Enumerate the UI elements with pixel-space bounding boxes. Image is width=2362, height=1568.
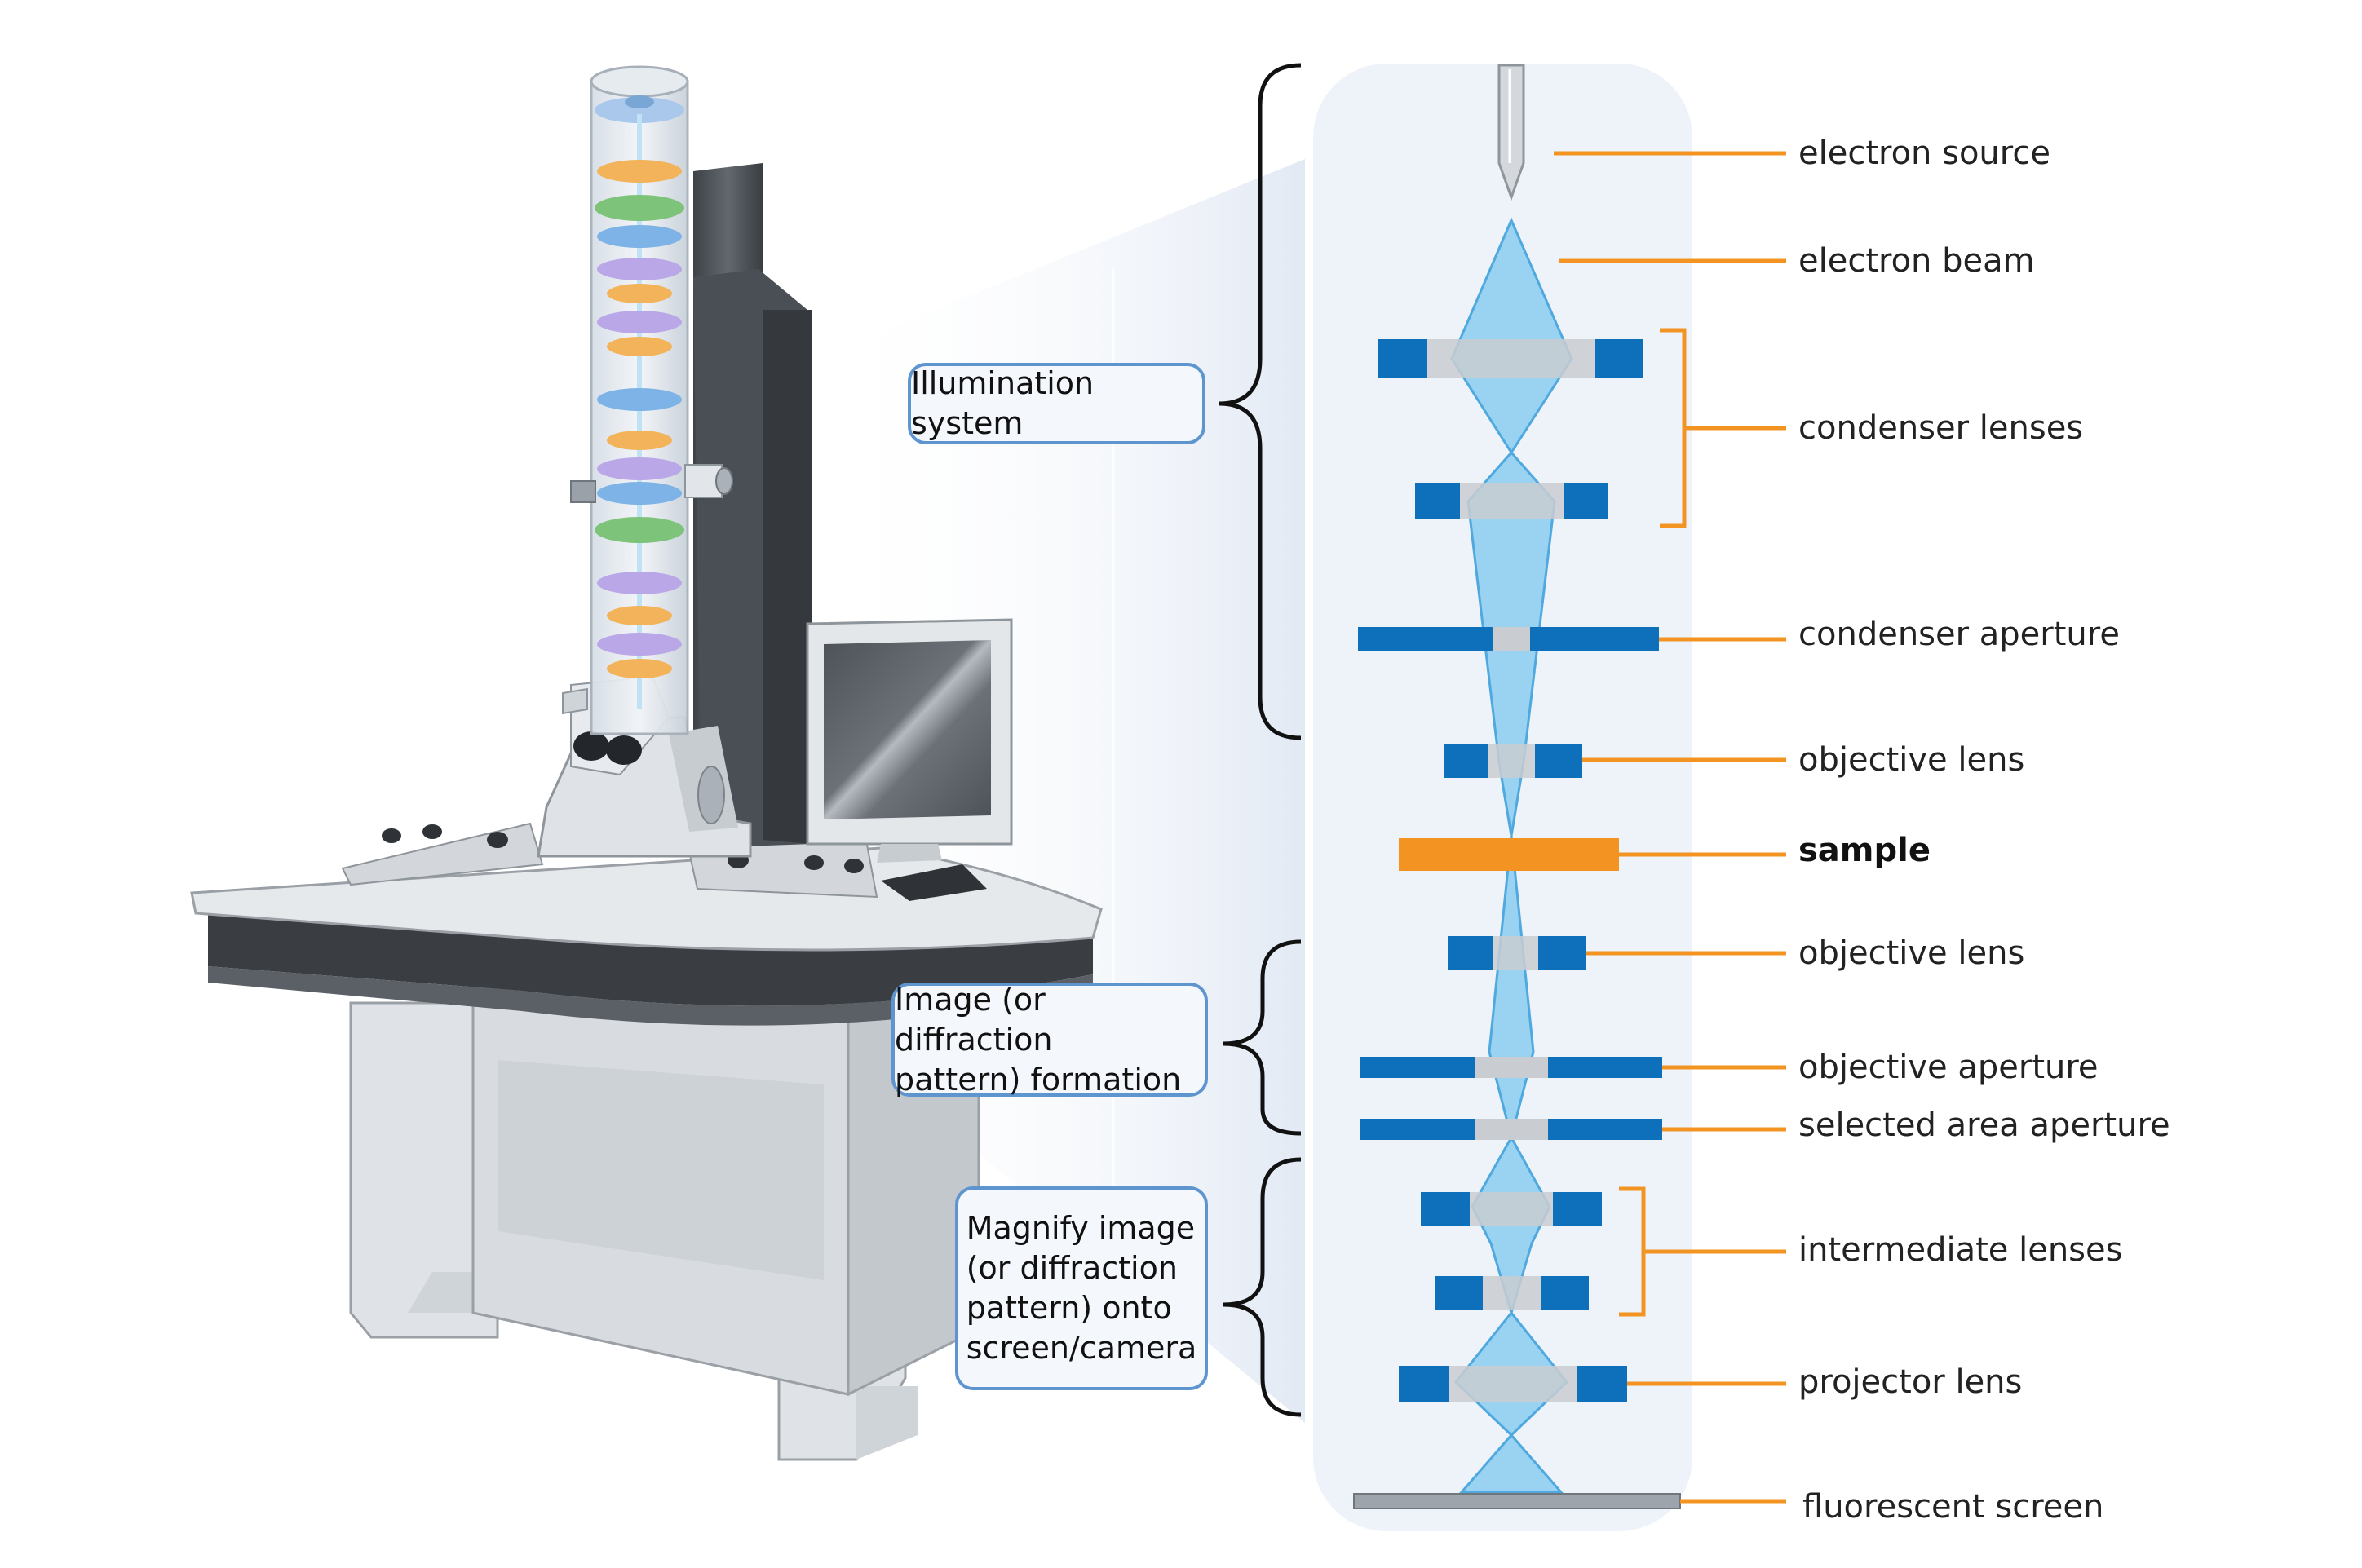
bracket-illumination [1219,63,1302,740]
lens-elements [1353,339,1681,1509]
label-electron-beam: electron beam [1798,242,2035,280]
label-fluorescent-screen: fluorescent screen [1802,1488,2104,1526]
label-objective-lens-upper: objective lens [1798,741,2025,779]
illumination-system-box: Illumination system [908,363,1205,444]
sample-slab [1399,838,1619,871]
bracket-condenser [1660,328,1786,528]
image-formation-label: Image (or diffraction pattern) formation [895,981,1182,1098]
magnify-box: Magnify image (or diffraction pattern) o… [955,1186,1208,1390]
illumination-system-label: Illumination system [911,365,1095,441]
label-sample: sample [1798,832,1931,869]
label-electron-source: electron source [1798,135,2050,172]
schematic-panel [1313,64,1692,1531]
label-condenser-lenses: condenser lenses [1798,409,2084,447]
label-objective-lens-lower: objective lens [1798,934,2025,972]
magnify-label: Magnify image (or diffraction pattern) o… [966,1210,1197,1366]
column-rings [595,160,684,678]
label-selected-area-aperture: selected area aperture [1798,1106,2170,1144]
microscope-illustration [190,65,1103,1461]
bracket-image-formation [1223,939,1302,1136]
label-projector-lens: projector lens [1798,1363,2023,1401]
bracket-magnify [1223,1157,1302,1417]
image-formation-box: Image (or diffraction pattern) formation [891,981,1208,1098]
label-intermediate-lenses: intermediate lenses [1798,1231,2123,1269]
label-objective-aperture: objective aperture [1798,1049,2099,1086]
fluorescent-screen-plate [1353,1493,1681,1509]
electron-gun [1497,64,1525,201]
label-condenser-aperture: condenser aperture [1798,616,2120,653]
leader-lines [1554,151,1786,1504]
bracket-intermediate [1619,1186,1786,1317]
